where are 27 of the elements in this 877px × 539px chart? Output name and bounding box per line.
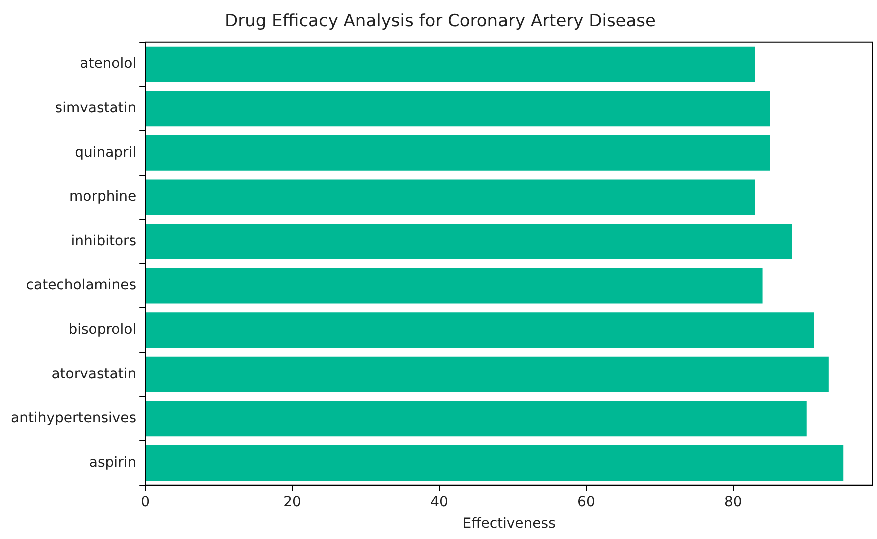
x-tick-label: 40 — [430, 494, 448, 510]
bar — [146, 135, 770, 171]
y-tick-label: inhibitors — [71, 233, 137, 250]
y-tick-label: atenolol — [80, 56, 137, 72]
y-tick-label: bisoprolol — [68, 322, 137, 338]
bar — [146, 446, 844, 481]
y-tick-label: atorvastatin — [52, 366, 137, 382]
bar — [146, 356, 829, 392]
bar — [146, 401, 807, 437]
bar — [146, 268, 763, 304]
bar — [146, 46, 756, 82]
x-tick-label: 20 — [284, 494, 302, 510]
x-axis-title: Effectiveness — [462, 516, 556, 532]
chart-title: Drug Efficacy Analysis for Coronary Artery Disease — [224, 12, 656, 32]
bar — [146, 180, 756, 216]
y-tick-label: aspirin — [89, 454, 137, 471]
y-tick-label: simvastatin — [55, 100, 137, 116]
y-tick-label: quinapril — [75, 144, 137, 161]
y-tick-label: antihypertensives — [10, 410, 137, 427]
y-tick-label: morphine — [69, 189, 137, 206]
bar — [146, 224, 792, 260]
bar — [146, 91, 770, 127]
x-tick-label: 80 — [724, 494, 742, 510]
y-tick-label: catecholamines — [26, 278, 137, 294]
bar — [146, 312, 814, 348]
x-tick-label: 60 — [578, 494, 596, 510]
x-tick-label: 0 — [141, 494, 150, 510]
